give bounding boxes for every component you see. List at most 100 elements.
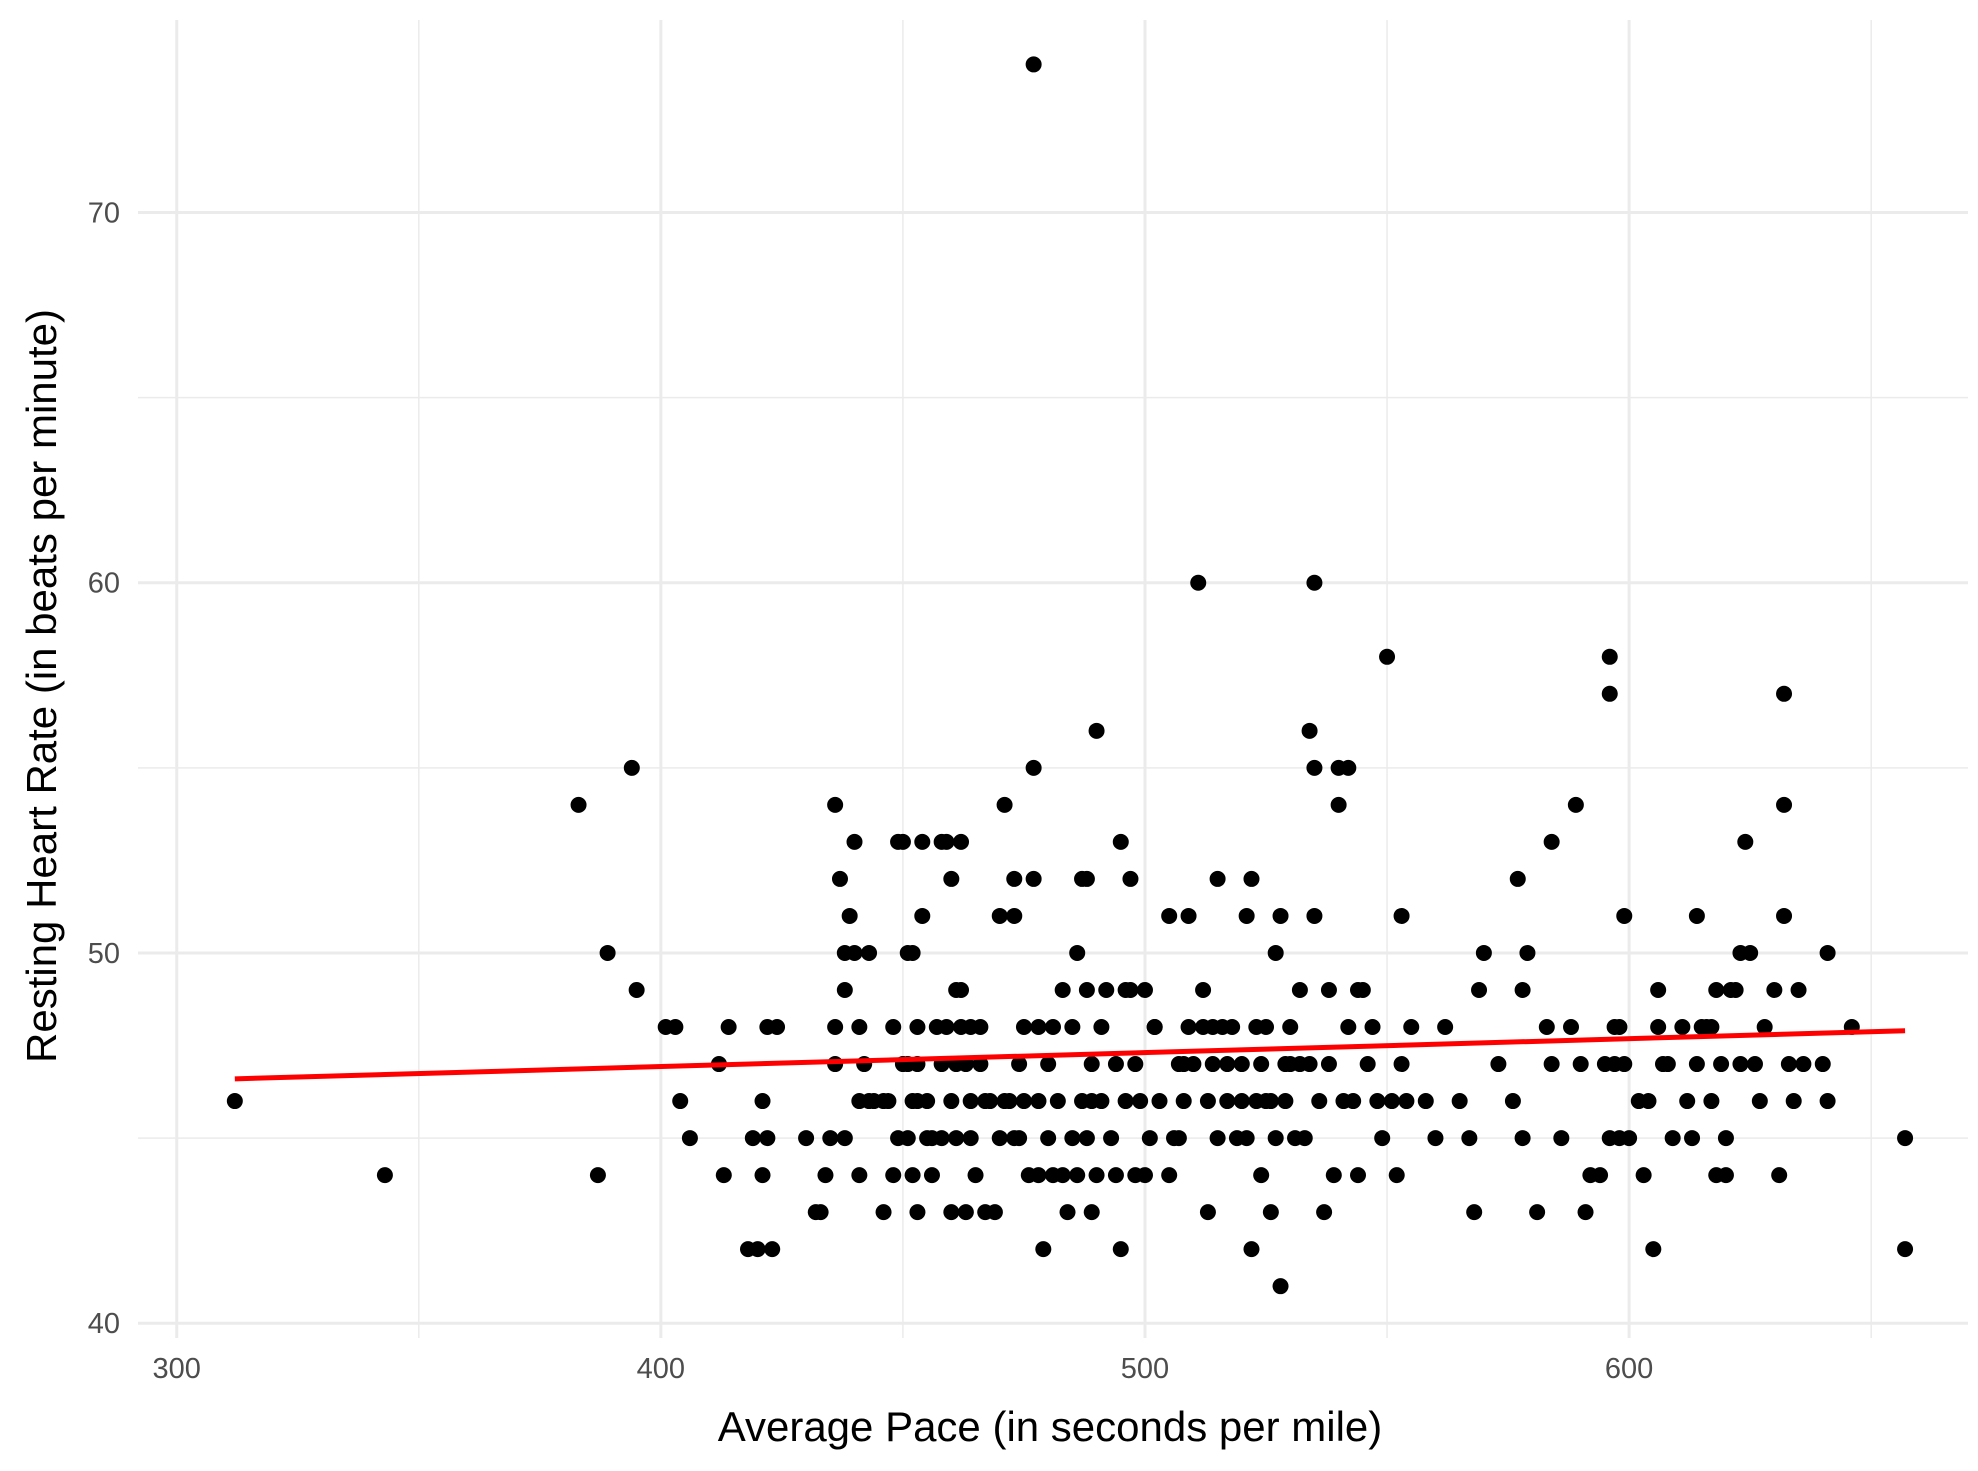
data-point (744, 1130, 761, 1147)
data-point (1219, 1056, 1236, 1073)
data-point (1224, 1019, 1241, 1036)
data-point (836, 1130, 853, 1147)
data-point (972, 1056, 989, 1073)
data-point (1209, 870, 1226, 887)
data-point (1025, 870, 1042, 887)
data-point (1107, 1056, 1124, 1073)
data-point (1122, 981, 1139, 998)
data-point (885, 1019, 902, 1036)
data-point (1238, 1130, 1255, 1147)
data-point (962, 1130, 979, 1147)
data-point (1427, 1130, 1444, 1147)
data-point (1170, 1130, 1187, 1147)
data-point (1403, 1019, 1420, 1036)
x-tick-label: 300 (153, 1353, 201, 1385)
data-point (798, 1130, 815, 1147)
data-point (827, 1019, 844, 1036)
data-point (1529, 1204, 1546, 1221)
data-point (1790, 981, 1807, 998)
data-point (1136, 1167, 1153, 1184)
data-point (899, 1130, 916, 1147)
data-point (1199, 1093, 1216, 1110)
data-point (846, 944, 863, 961)
data-point (1543, 1056, 1560, 1073)
data-point (1780, 1056, 1797, 1073)
x-tick-label: 500 (1121, 1353, 1169, 1385)
data-point (1350, 1167, 1366, 1184)
data-point (754, 1093, 771, 1110)
data-point (1306, 759, 1323, 776)
data-point (996, 796, 1013, 813)
data-point (1272, 1278, 1289, 1295)
data-point (1233, 1056, 1250, 1073)
data-point (1253, 1056, 1270, 1073)
data-point (1040, 1056, 1057, 1073)
y-tick-label: 70 (88, 198, 120, 230)
data-point (1011, 1130, 1028, 1147)
data-point (1306, 574, 1323, 591)
data-point (962, 1093, 979, 1110)
data-point (1708, 981, 1725, 998)
data-point (841, 907, 858, 924)
data-point (1688, 907, 1705, 924)
data-point (1611, 1019, 1628, 1036)
data-point (1388, 1167, 1405, 1184)
data-point (1030, 1167, 1047, 1184)
data-point (1238, 907, 1255, 924)
data-point (1320, 981, 1337, 998)
data-point (1136, 981, 1153, 998)
x-axis-title: Average Pace (in seconds per mile) (718, 1403, 1383, 1450)
data-point (1751, 1093, 1768, 1110)
data-point (1776, 796, 1793, 813)
data-point (1001, 1093, 1018, 1110)
data-point (885, 1167, 902, 1184)
data-point (1345, 1093, 1362, 1110)
data-point (1776, 907, 1793, 924)
data-point (1461, 1130, 1478, 1147)
data-point (904, 1167, 921, 1184)
data-point (1616, 907, 1633, 924)
data-point (1379, 648, 1396, 665)
grid-minor (138, 20, 1968, 1338)
trend-line (234, 1028, 1906, 1082)
data-point (1684, 1130, 1701, 1147)
y-tick-label: 50 (88, 938, 120, 970)
data-point (948, 1130, 965, 1147)
data-point (1374, 1130, 1391, 1147)
data-point (1746, 1056, 1763, 1073)
data-point (1737, 833, 1754, 850)
data-point (599, 944, 616, 961)
data-point (1006, 907, 1023, 924)
data-point (1175, 1093, 1192, 1110)
data-point (904, 944, 921, 961)
data-point (1296, 1130, 1313, 1147)
y-tick-labels: 40 50 60 70 (88, 198, 120, 1341)
data-point (628, 981, 645, 998)
data-point (1117, 1093, 1134, 1110)
data-point (938, 1019, 955, 1036)
data-point (1688, 1056, 1705, 1073)
data-point (827, 796, 844, 813)
data-points (226, 56, 1914, 1295)
data-point (1635, 1167, 1652, 1184)
data-point (1563, 1019, 1580, 1036)
data-point (1069, 1167, 1086, 1184)
data-point (851, 1019, 868, 1036)
data-point (1795, 1056, 1812, 1073)
data-point (1742, 944, 1759, 961)
data-point (1703, 1093, 1720, 1110)
data-point (1015, 1093, 1032, 1110)
data-point (812, 1204, 829, 1221)
data-point (1025, 56, 1042, 73)
data-point (1258, 1019, 1275, 1036)
data-point (1664, 1130, 1681, 1147)
data-point (1471, 981, 1488, 998)
data-point (720, 1019, 737, 1036)
data-point (1616, 1056, 1633, 1073)
data-point (1316, 1204, 1333, 1221)
data-point (1161, 1167, 1178, 1184)
data-point (831, 870, 848, 887)
data-point (1078, 981, 1095, 998)
data-point (1195, 981, 1212, 998)
